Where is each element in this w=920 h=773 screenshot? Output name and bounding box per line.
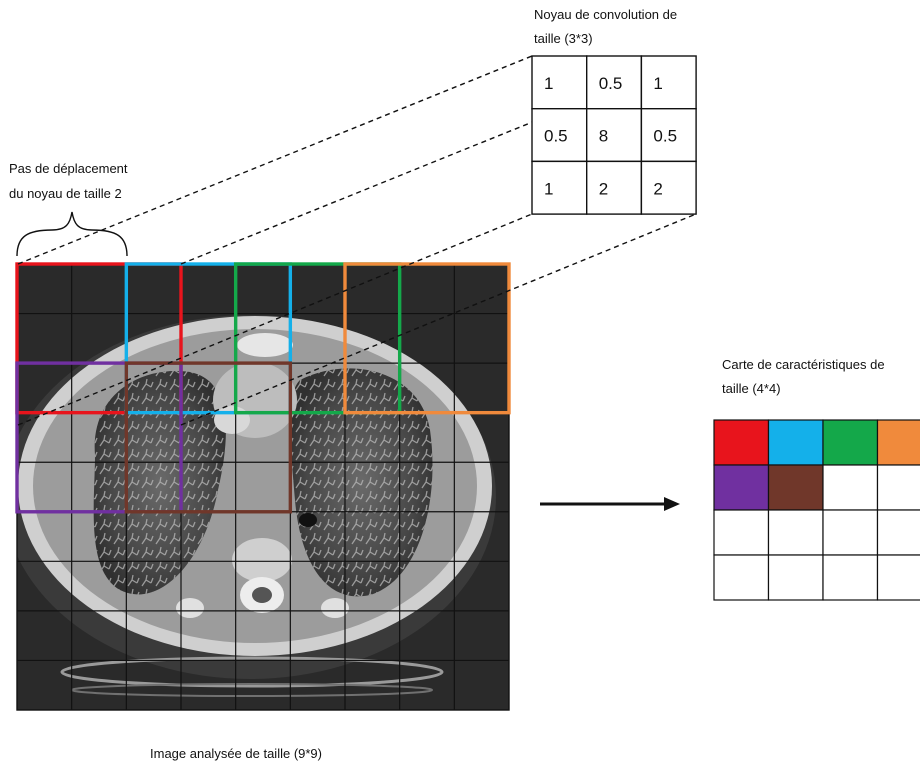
kernel-value: 2 [599, 179, 608, 198]
feature-cell-empty [876, 509, 920, 556]
projection-line-4 [180, 213, 697, 426]
kernel-cell [586, 107, 643, 163]
window-brown [124, 361, 293, 514]
window-blue [124, 262, 293, 415]
kernel-cell [586, 160, 643, 215]
feature-cell-blue [767, 419, 824, 466]
kernel-value: 0.5 [653, 127, 677, 146]
feature-cell-purple [713, 464, 770, 511]
feature-cell-empty [822, 509, 879, 556]
window-red [15, 262, 183, 415]
arrow-icon [540, 497, 680, 511]
kernel-value: 2 [653, 179, 662, 198]
feature-cell-empty [822, 554, 879, 601]
kernel-value: 0.5 [544, 127, 568, 146]
kernel-value: 1 [653, 74, 662, 93]
projection-line-1 [17, 55, 533, 265]
feature-cell-empty [876, 464, 920, 511]
stride-label-line2: du noyau de taille 2 [9, 186, 122, 201]
kernel-value: 1 [544, 179, 553, 198]
window-green [233, 262, 402, 415]
kernel-cell [640, 55, 697, 110]
window-orange [343, 262, 511, 415]
window-purple [15, 361, 183, 514]
feature-map [713, 419, 920, 601]
kernel-cell [531, 160, 588, 215]
feature-cell-orange [876, 419, 920, 466]
projection-line-3 [17, 213, 533, 426]
kernel-value: 1 [544, 74, 553, 93]
feature-cell-empty [713, 509, 770, 556]
kernel-value: 0.5 [599, 74, 623, 93]
kernel-value: 8 [599, 127, 608, 146]
feature-cell-brown [767, 464, 824, 511]
feature-cell-green [822, 419, 879, 466]
kernel-table: 1 0.5 1 0.5 8 0.5 1 2 2 [531, 55, 697, 215]
feature-cell-empty [767, 509, 824, 556]
feature-cell-empty [767, 554, 824, 601]
kernel-cell [531, 55, 588, 110]
feature-cell-empty [822, 464, 879, 511]
stride-windows [15, 262, 511, 514]
ct-scan-image [17, 264, 509, 710]
kernel-title-line1: Noyau de convolution de [534, 7, 678, 22]
feature-map-title-line2: taille (4*4) [722, 381, 781, 396]
feature-cell-empty [713, 554, 770, 601]
kernel-cell [640, 160, 697, 215]
stride-brace [16, 211, 128, 257]
image-caption: Image analysée de taille (9*9) [150, 746, 322, 761]
kernel-title-line2: taille (3*3) [534, 31, 593, 46]
feature-cell-empty [876, 554, 920, 601]
stride-label-line1: Pas de déplacement [9, 161, 128, 176]
feature-cell-red [713, 419, 770, 466]
feature-map-title-line1: Carte de caractéristiques de [722, 357, 885, 372]
